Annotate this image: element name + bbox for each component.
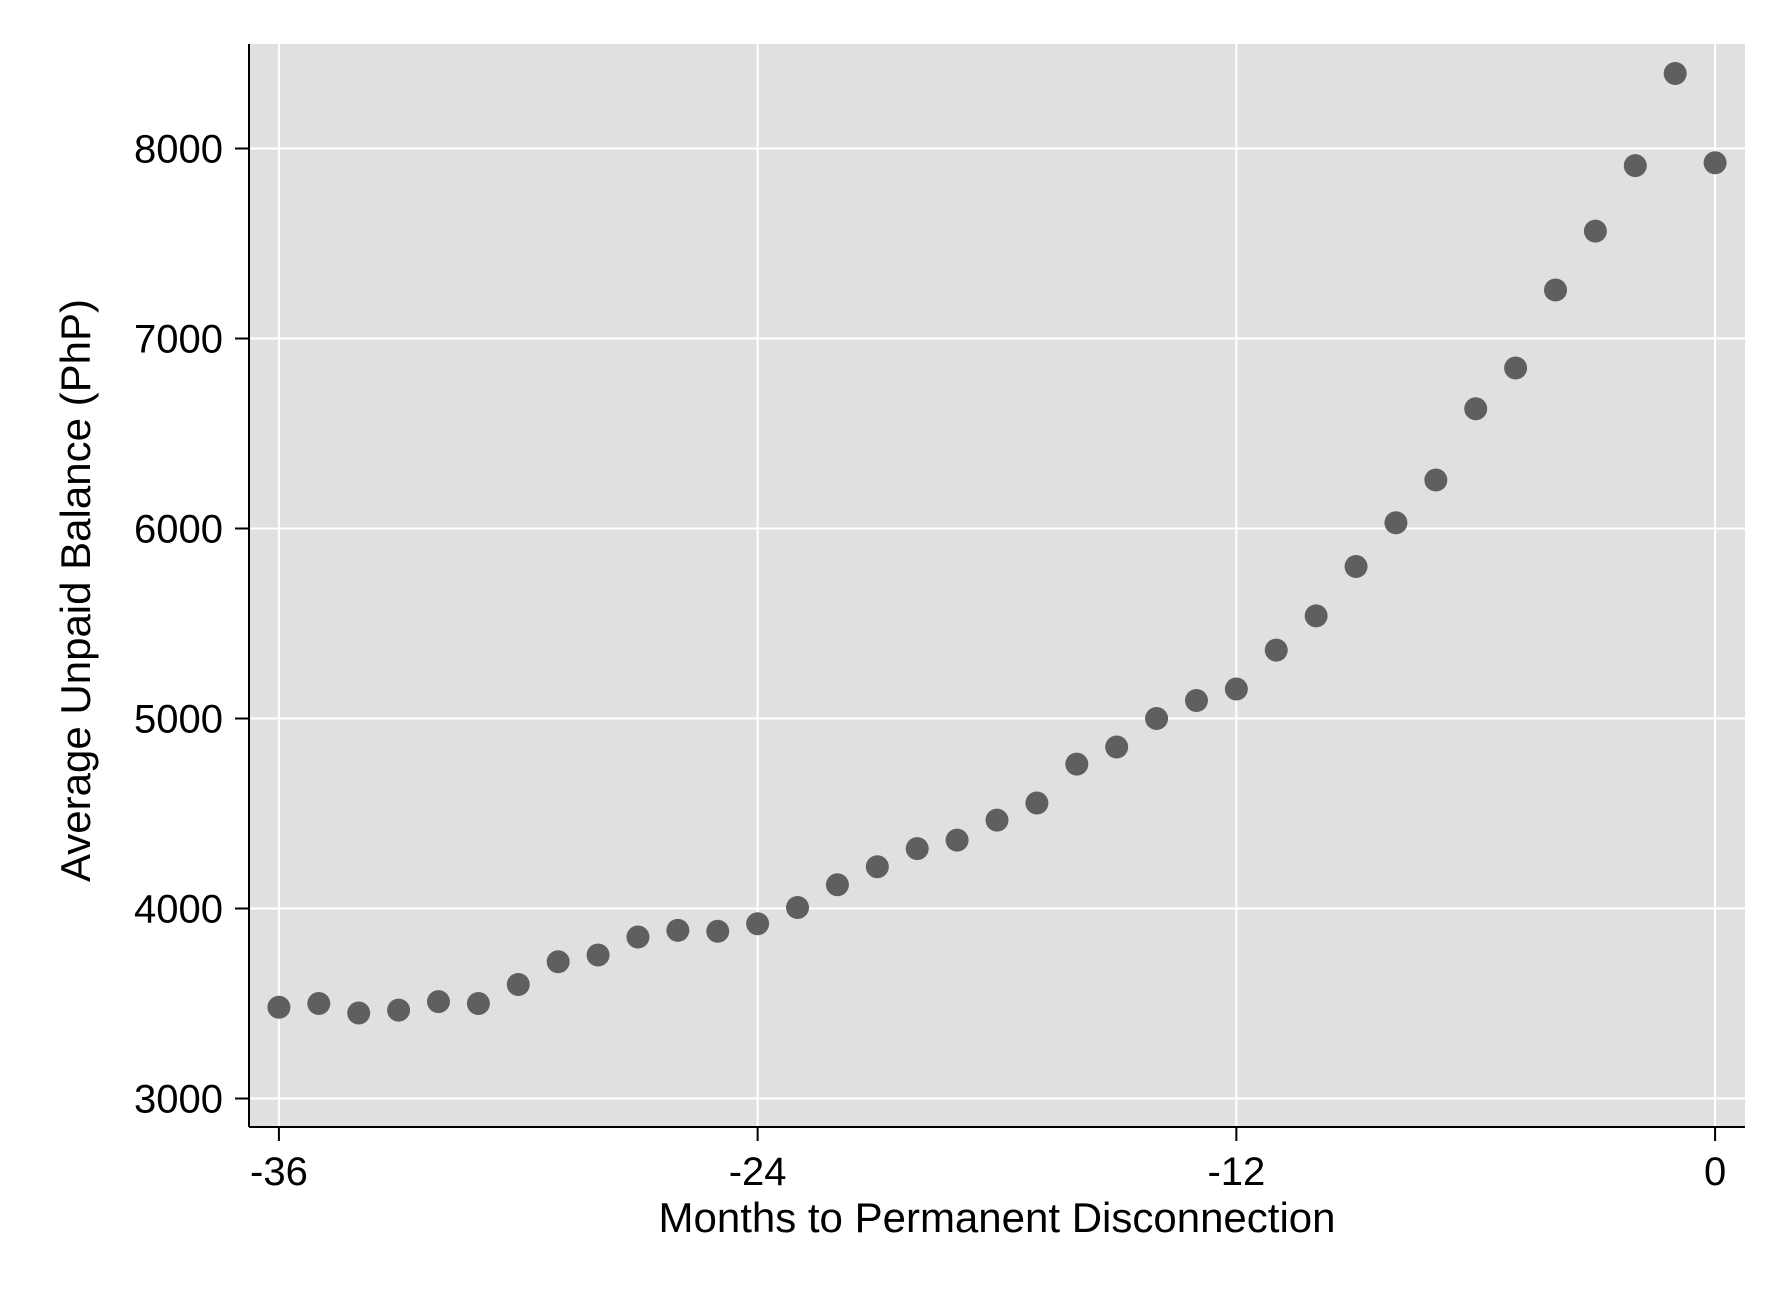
data-point (825, 873, 849, 897)
y-tick-label: 3000 (134, 1078, 223, 1122)
data-point (1224, 677, 1248, 701)
x-axis-title: Months to Permanent Disconnection (658, 1194, 1335, 1241)
data-point (307, 992, 331, 1015)
data-point (746, 912, 770, 936)
data-point (1703, 151, 1727, 175)
data-point (506, 973, 530, 996)
data-point (1504, 356, 1528, 380)
data-point (945, 828, 969, 852)
y-tick-label: 8000 (134, 128, 223, 172)
data-point (1105, 735, 1129, 759)
y-tick-label: 6000 (134, 508, 223, 552)
data-point (1145, 707, 1169, 730)
x-tick-label: -12 (1207, 1150, 1265, 1194)
data-point (387, 998, 411, 1022)
data-points (267, 61, 1727, 1025)
y-tick-label: 5000 (134, 698, 223, 742)
grid-lines (249, 44, 1745, 1127)
y-tick-label: 7000 (134, 318, 223, 362)
y-axis-title: Average Unpaid Balance (PhP) (52, 299, 99, 882)
data-point (626, 925, 650, 949)
data-point (466, 992, 490, 1015)
data-point (586, 943, 610, 967)
data-point (1384, 511, 1408, 535)
data-point (1583, 219, 1607, 243)
data-point (426, 990, 450, 1014)
data-point (666, 918, 690, 942)
data-point (546, 950, 570, 974)
data-point (1344, 555, 1368, 578)
data-point (1623, 154, 1647, 178)
data-point (1544, 278, 1568, 302)
data-point (1065, 752, 1089, 776)
data-point (1264, 638, 1288, 662)
x-tick-label: -36 (250, 1150, 308, 1194)
data-point (1025, 791, 1049, 815)
data-point (905, 837, 929, 861)
x-tick-label: -24 (729, 1150, 787, 1194)
data-point (706, 919, 730, 943)
data-point (1424, 468, 1448, 492)
data-point (865, 855, 889, 879)
data-point (347, 1001, 371, 1025)
axes: -36 -24 -12 0 3000 4000 5000 6000 7000 8000 (134, 44, 1745, 1194)
x-tick-label: 0 (1704, 1150, 1726, 1194)
data-point (1663, 61, 1687, 85)
plot-area (249, 44, 1745, 1127)
data-point (786, 896, 810, 920)
y-tick-label: 4000 (134, 888, 223, 932)
data-point (267, 995, 291, 1019)
data-point (1184, 688, 1208, 712)
data-point (1464, 397, 1488, 421)
data-point (1304, 604, 1328, 628)
data-point (985, 808, 1009, 832)
